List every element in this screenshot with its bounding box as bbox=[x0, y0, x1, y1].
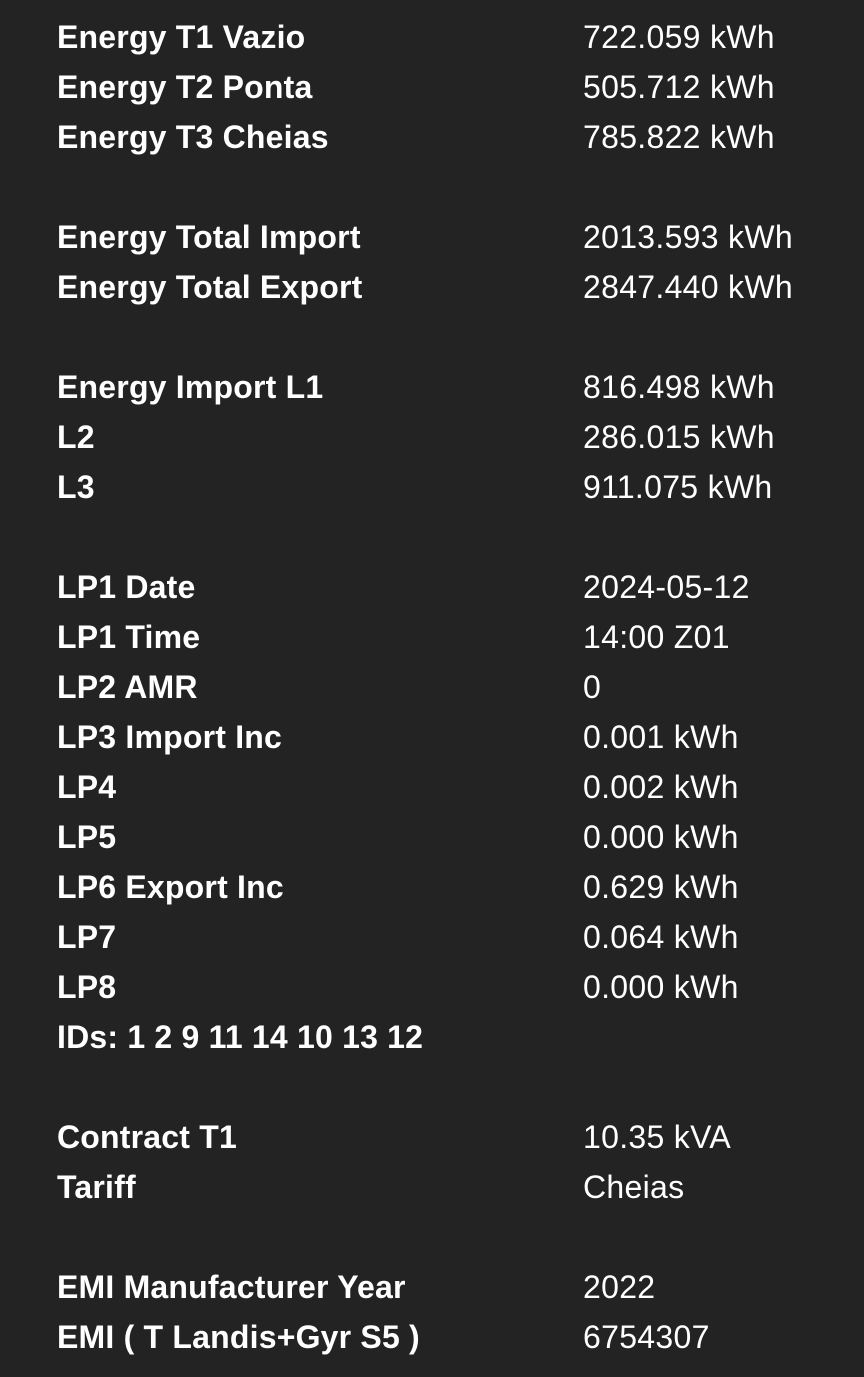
label-lp8: LP8 bbox=[57, 969, 117, 1005]
row-energy-t3-cheias: Energy T3 Cheias 785.822 kWh bbox=[0, 112, 864, 162]
label-lp6-export-inc: LP6 Export Inc bbox=[57, 869, 284, 905]
row-lp1-time: LP1 Time 14:00 Z01 bbox=[0, 612, 864, 662]
label-energy-import-l1: Energy Import L1 bbox=[57, 369, 324, 405]
label-emi-manufacturer-year: EMI Manufacturer Year bbox=[57, 1269, 406, 1305]
label-energy-t3-cheias: Energy T3 Cheias bbox=[57, 119, 329, 155]
row-lp7: LP7 0.064 kWh bbox=[0, 912, 864, 962]
value-emi-manufacturer-year: 2022 bbox=[583, 1269, 656, 1305]
row-lp4: LP4 0.002 kWh bbox=[0, 762, 864, 812]
value-energy-total-export: 2847.440 kWh bbox=[583, 269, 793, 305]
label-lp1-date: LP1 Date bbox=[57, 569, 196, 605]
value-lp2-amr: 0 bbox=[583, 669, 602, 705]
row-energy-t1-vazio: Energy T1 Vazio 722.059 kWh bbox=[0, 12, 864, 62]
row-ids: IDs: 1 2 9 11 14 10 13 12 bbox=[0, 1012, 864, 1062]
row-tariff: Tariff Cheias bbox=[0, 1162, 864, 1212]
label-energy-total-import: Energy Total Import bbox=[57, 219, 361, 255]
row-energy-import-l1: Energy Import L1 816.498 kWh bbox=[0, 362, 864, 412]
value-energy-total-import: 2013.593 kWh bbox=[583, 219, 793, 255]
label-lp4: LP4 bbox=[57, 769, 117, 805]
row-lp3-import-inc: LP3 Import Inc 0.001 kWh bbox=[0, 712, 864, 762]
value-energy-t2-ponta: 505.712 kWh bbox=[583, 69, 775, 105]
row-lp1-date: LP1 Date 2024-05-12 bbox=[0, 562, 864, 612]
value-contract-t1: 10.35 kVA bbox=[583, 1119, 731, 1155]
value-energy-import-l1: 816.498 kWh bbox=[583, 369, 775, 405]
value-l2: 286.015 kWh bbox=[583, 419, 775, 455]
label-lp1-time: LP1 Time bbox=[57, 619, 201, 655]
label-contract-t1: Contract T1 bbox=[57, 1119, 237, 1155]
row-lp5: LP5 0.000 kWh bbox=[0, 812, 864, 862]
label-energy-t2-ponta: Energy T2 Ponta bbox=[57, 69, 313, 105]
value-lp4: 0.002 kWh bbox=[583, 769, 739, 805]
value-energy-t1-vazio: 722.059 kWh bbox=[583, 19, 775, 55]
value-lp1-date: 2024-05-12 bbox=[583, 569, 750, 605]
label-tariff: Tariff bbox=[57, 1169, 136, 1205]
row-energy-total-export: Energy Total Export 2847.440 kWh bbox=[0, 262, 864, 312]
value-energy-t3-cheias: 785.822 kWh bbox=[583, 119, 775, 155]
value-l3: 911.075 kWh bbox=[583, 469, 773, 505]
value-tariff: Cheias bbox=[583, 1169, 685, 1205]
label-energy-t1-vazio: Energy T1 Vazio bbox=[57, 19, 306, 55]
row-lp8: LP8 0.000 kWh bbox=[0, 962, 864, 1012]
label-lp2-amr: LP2 AMR bbox=[57, 669, 198, 705]
label-l3: L3 bbox=[57, 469, 95, 505]
value-lp8: 0.000 kWh bbox=[583, 969, 739, 1005]
label-lp5: LP5 bbox=[57, 819, 117, 855]
row-l3: L3 911.075 kWh bbox=[0, 462, 864, 512]
value-lp1-time: 14:00 Z01 bbox=[583, 619, 730, 655]
row-energy-t2-ponta: Energy T2 Ponta 505.712 kWh bbox=[0, 62, 864, 112]
value-lp6-export-inc: 0.629 kWh bbox=[583, 869, 739, 905]
row-energy-total-import: Energy Total Import 2013.593 kWh bbox=[0, 212, 864, 262]
row-contract-t1: Contract T1 10.35 kVA bbox=[0, 1112, 864, 1162]
row-lp6-export-inc: LP6 Export Inc 0.629 kWh bbox=[0, 862, 864, 912]
label-emi-serial: EMI ( T Landis+Gyr S5 ) bbox=[57, 1319, 420, 1355]
value-emi-serial: 6754307 bbox=[583, 1319, 710, 1355]
row-emi-serial: EMI ( T Landis+Gyr S5 ) 6754307 bbox=[0, 1312, 864, 1362]
value-lp7: 0.064 kWh bbox=[583, 919, 739, 955]
label-l2: L2 bbox=[57, 419, 95, 455]
label-energy-total-export: Energy Total Export bbox=[57, 269, 363, 305]
label-lp7: LP7 bbox=[57, 919, 117, 955]
value-lp5: 0.000 kWh bbox=[583, 819, 739, 855]
row-lp2-amr: LP2 AMR 0 bbox=[0, 662, 864, 712]
label-lp3-import-inc: LP3 Import Inc bbox=[57, 719, 283, 755]
value-lp3-import-inc: 0.001 kWh bbox=[583, 719, 739, 755]
label-ids: IDs: 1 2 9 11 14 10 13 12 bbox=[57, 1019, 424, 1055]
row-l2: L2 286.015 kWh bbox=[0, 412, 864, 462]
row-emi-manufacturer-year: EMI Manufacturer Year 2022 bbox=[0, 1262, 864, 1312]
